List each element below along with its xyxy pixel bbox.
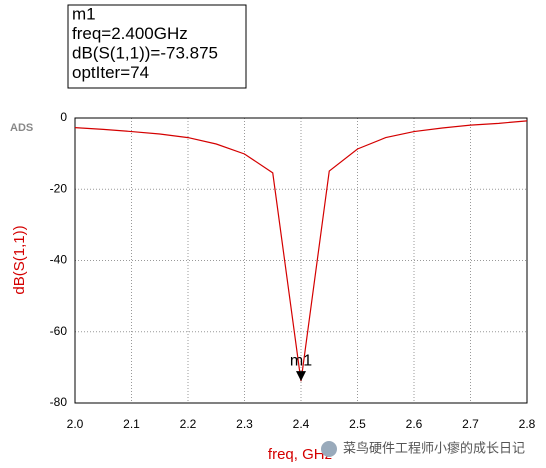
data-line [74, 120, 528, 382]
marker-triangle [296, 371, 306, 382]
y-tick-label: -40 [50, 253, 68, 267]
x-tick-label: 2.0 [67, 417, 84, 431]
x-tick-label: 2.5 [349, 417, 366, 431]
y-axis-title: dB(S(1,1)) [11, 225, 28, 294]
marker-text: m1 [72, 4, 96, 23]
y-tick-label: -80 [50, 395, 68, 409]
x-tick-label: 2.6 [406, 417, 423, 431]
x-tick-label: 2.8 [519, 417, 536, 431]
marker-text: dB(S(1,1))=-73.875 [72, 43, 218, 62]
corner-label: ADS [10, 122, 33, 134]
x-tick-label: 2.4 [293, 417, 310, 431]
y-tick-label: -60 [50, 324, 68, 338]
watermark-icon [321, 441, 337, 457]
watermark: 菜鸟硬件工程师小瘳的成长日记 [343, 440, 525, 455]
x-tick-label: 2.7 [462, 417, 479, 431]
marker-text: optIter=74 [72, 63, 149, 82]
marker-text: freq=2.400GHz [72, 24, 188, 43]
x-tick-label: 2.2 [180, 417, 197, 431]
y-tick-label: -20 [50, 181, 68, 195]
marker-box [67, 4, 247, 89]
y-tick-label: 0 [60, 110, 67, 124]
x-tick-label: 2.1 [123, 417, 140, 431]
marker-label: m1 [290, 352, 312, 369]
x-tick-label: 2.3 [236, 417, 253, 431]
x-axis-title: freq, GHz [268, 446, 332, 463]
plot-frame [74, 117, 528, 404]
